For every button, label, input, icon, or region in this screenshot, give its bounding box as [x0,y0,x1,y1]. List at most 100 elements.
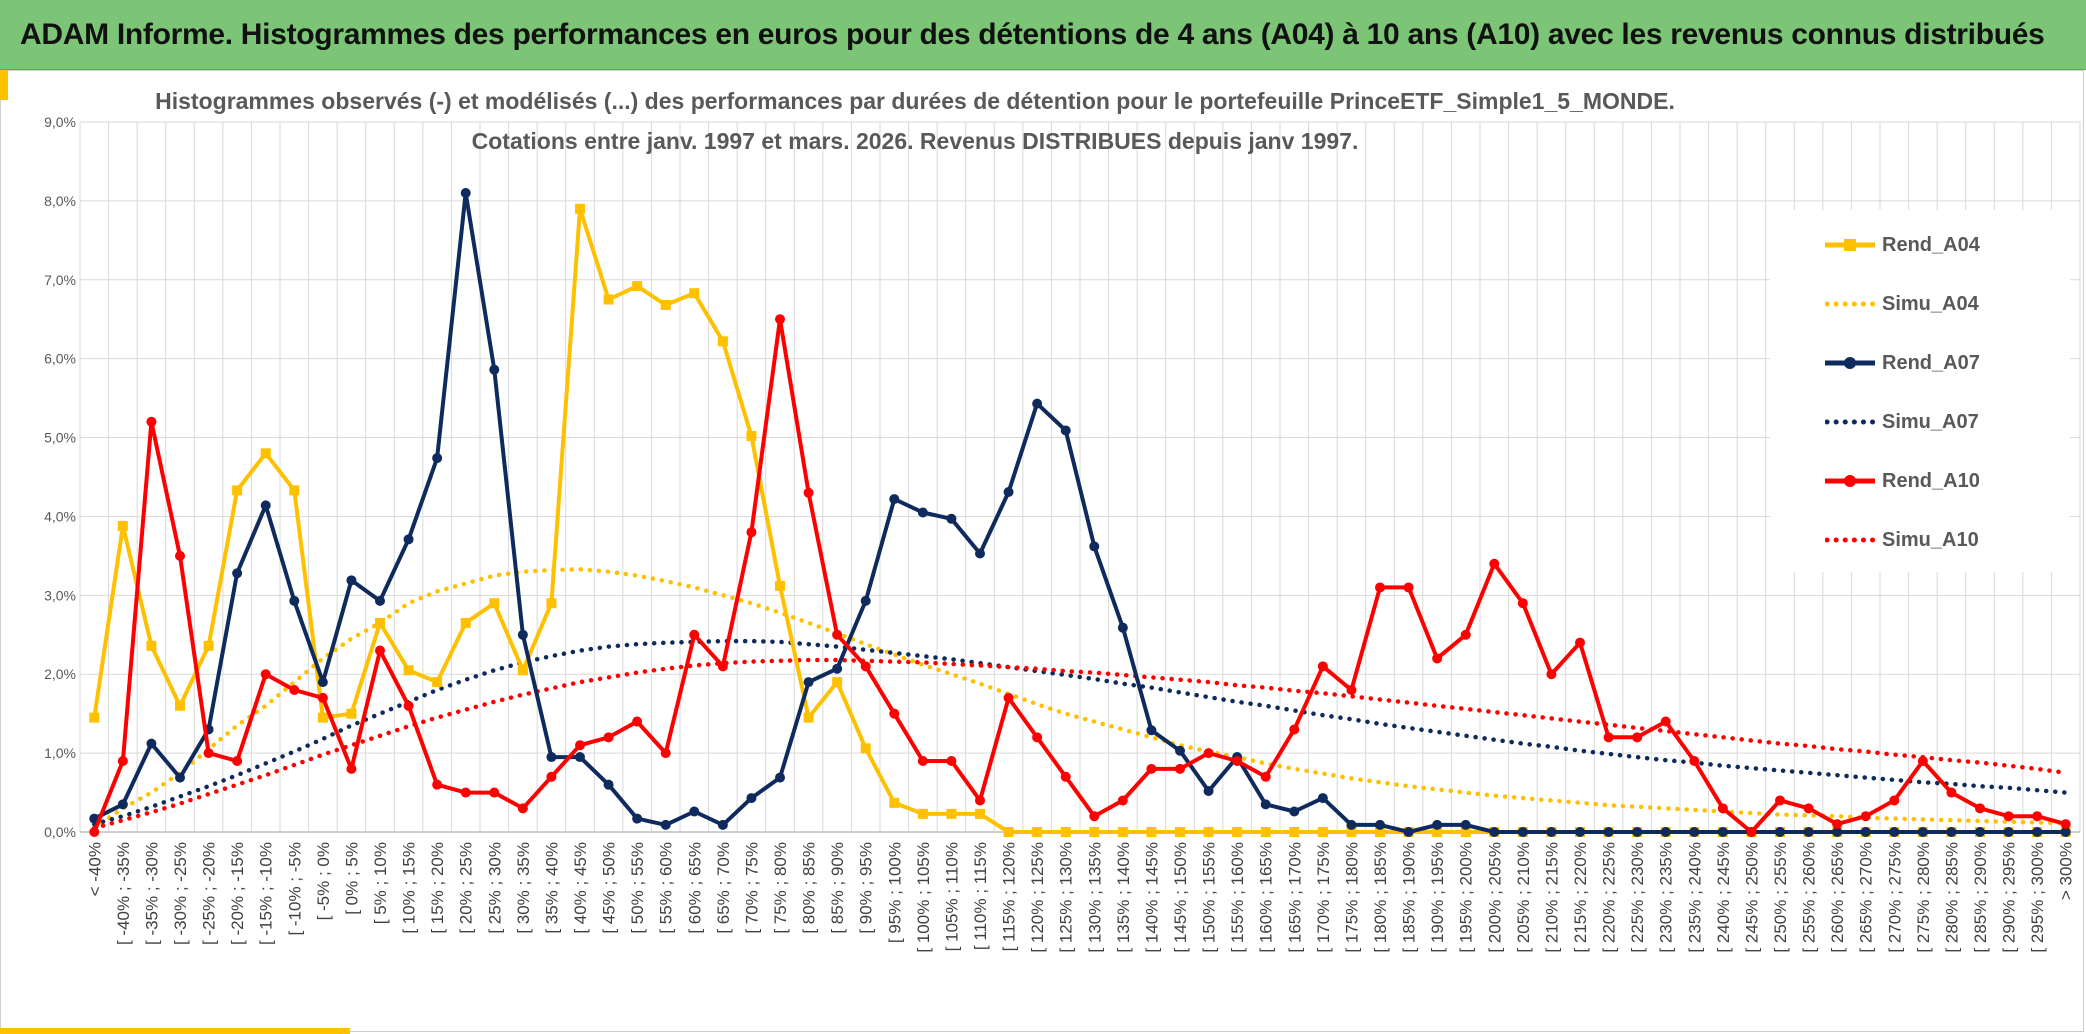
data-point [1032,732,1043,743]
x-tick-label: [ 275% ; 280% [1914,842,1933,953]
x-tick-label: [ 160% ; 165% [1257,842,1276,953]
data-point [1203,785,1214,796]
data-point [460,188,471,198]
data-point [117,756,128,766]
y-tick-label: 0,0% [44,824,76,840]
data-point [717,661,728,672]
data-point [832,663,843,674]
data-point [203,640,214,651]
data-point [1632,827,1643,837]
x-tick-label: [ 155% ; 160% [1228,842,1247,953]
data-point [1889,795,1900,806]
data-point [1346,819,1357,830]
data-point [1203,748,1214,759]
data-point [1089,541,1100,552]
data-point [775,314,785,325]
x-tick-label: [ 80% ; 85% [800,842,819,934]
data-point [1032,398,1043,409]
data-point [1432,819,1443,830]
x-tick-label: [ 200% ; 205% [1485,842,1504,953]
series-line [93,191,2066,834]
x-tick-label: [ 25% ; 30% [485,842,504,934]
data-point [375,595,385,606]
data-point [260,500,271,511]
data-point [603,732,614,743]
x-tick-label: [ 110% ; 115% [971,842,990,950]
data-point [317,677,328,688]
y-tick-label: 4,0% [44,508,76,524]
data-point [232,485,243,496]
data-point [1575,827,1585,837]
data-point [1460,819,1471,830]
x-tick-label: [ 175% ; 180% [1342,842,1361,953]
data-point [1803,827,1814,837]
x-tick-label: [ 45% ; 50% [600,842,619,934]
data-point [403,665,414,676]
data-point [2060,827,2071,837]
data-point [1489,827,1500,837]
legend-label-simu-a10: Simu_A10 [1882,529,1979,551]
x-tick-label: [ 145% ; 150% [1171,842,1190,953]
data-point [1546,669,1557,680]
data-point [689,806,700,817]
x-tick-label: [ 95% ; 100% [885,842,904,943]
data-point [1260,799,1271,810]
data-point [775,772,785,783]
data-point [1632,732,1643,743]
data-point [346,763,357,774]
legend-item-simu-a04: Simu_A04 [1770,289,2070,319]
series-rend-a10 [89,314,2071,837]
x-tick-label: [ 70% ; 75% [742,842,761,934]
data-point [946,513,957,524]
legend-swatch-rend-a07 [1825,357,1875,369]
data-point [1346,685,1357,695]
x-tick-label: [ 90% ; 95% [857,842,876,934]
legend-swatch-simu-a04 [1825,301,1878,307]
data-point [803,677,814,688]
y-tick-label: 8,0% [44,193,76,209]
x-tick-label: [ 235% ; 240% [1685,842,1704,953]
data-point [832,629,843,640]
x-tick-label: [ 35% ; 40% [542,842,561,934]
data-point [1289,724,1300,735]
data-point [1546,827,1557,837]
data-point [432,779,443,790]
data-point [660,748,671,759]
data-point [975,795,985,806]
data-point [660,300,671,311]
x-tick-label: [ 115% ; 120% [1000,842,1019,951]
x-tick-label: [ 170% ; 175% [1314,842,1333,953]
data-point [1917,756,1928,766]
legend-label-simu-a04: Simu_A04 [1882,293,1979,315]
data-point [603,779,614,790]
x-tick-label: [ 20% ; 25% [457,842,476,934]
data-point [1317,661,1328,672]
data-point [1832,819,1843,830]
data-point [517,629,528,640]
x-tick-label: [ 0% ; 5% [342,842,361,915]
data-point [375,645,385,656]
data-point [1232,756,1243,766]
data-point [660,819,671,830]
data-point [546,752,557,763]
chart-series [89,188,2071,837]
data-point [1746,827,1757,837]
data-point [1146,827,1157,837]
x-tick-label: [ 55% ; 60% [657,842,676,934]
data-point [632,716,643,727]
data-point [489,598,500,609]
data-point [1517,827,1528,837]
legend-label-rend-a04: Rend_A04 [1882,234,1980,256]
data-point [432,453,443,464]
data-point [1860,811,1871,822]
data-point [1689,827,1700,837]
x-tick-label: [ 65% ; 70% [714,842,733,934]
y-tick-label: 3,0% [44,587,76,603]
x-tick-label: [ 130% ; 135% [1085,842,1104,953]
data-point [1203,827,1214,837]
x-tick-label: [ 255% ; 260% [1800,842,1819,953]
data-point [1060,771,1071,782]
accent-bar-left [0,70,8,100]
legend-item-rend-a10: Rend_A10 [1770,466,2070,496]
data-point [403,534,414,545]
